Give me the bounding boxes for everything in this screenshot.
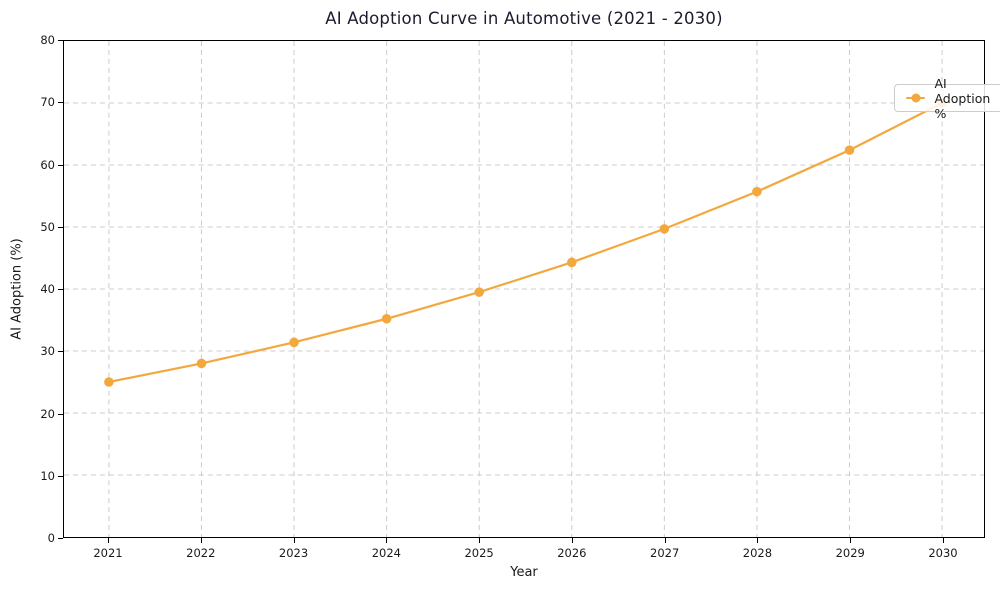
x-tick-mark <box>108 538 109 543</box>
x-tick-mark <box>386 538 388 543</box>
y-tick-mark <box>58 351 63 353</box>
y-tick-label: 30 <box>40 344 55 359</box>
line-marker-icon <box>906 93 926 103</box>
y-tick-label: 80 <box>40 33 55 47</box>
data-point-marker <box>474 287 484 297</box>
data-point-marker <box>566 257 577 268</box>
y-tick-label: 60 <box>40 157 55 172</box>
x-tick-mark <box>571 538 573 543</box>
x-tick-label: 2024 <box>371 546 401 560</box>
data-point-marker <box>659 224 670 234</box>
y-tick-label: 50 <box>40 219 55 234</box>
x-axis-label: Year <box>510 565 538 580</box>
legend: AI Adoption % <box>894 76 1000 121</box>
y-tick-mark <box>58 226 63 228</box>
plot-svg <box>64 41 984 537</box>
x-tick-label: 2030 <box>928 546 958 560</box>
x-tick-label: 2025 <box>464 546 494 560</box>
y-tick-label: 10 <box>40 468 55 483</box>
y-tick-label: 70 <box>40 95 55 110</box>
data-point-marker <box>289 337 299 348</box>
y-tick-mark <box>58 40 63 41</box>
y-tick-label: 40 <box>40 282 55 296</box>
x-tick-label: 2028 <box>742 546 773 560</box>
x-tick-mark <box>293 538 295 543</box>
plot-area: AI Adoption % <box>63 40 1000 538</box>
x-tick-label: 2023 <box>278 546 309 560</box>
line-series <box>108 102 943 384</box>
y-tick-mark <box>58 475 63 477</box>
y-tick-mark <box>58 538 63 539</box>
data-point-marker <box>104 377 114 387</box>
x-tick-mark <box>200 538 202 543</box>
y-tick-mark <box>58 164 63 166</box>
y-tick-mark <box>58 289 63 290</box>
x-tick-label: 2026 <box>557 546 587 560</box>
data-point-marker <box>752 186 762 197</box>
data-point-marker <box>196 358 207 369</box>
x-tick-mark <box>664 538 666 543</box>
x-tick-mark <box>850 538 852 543</box>
y-tick-label: 20 <box>40 406 55 421</box>
legend-label: AI Adoption % <box>934 75 991 121</box>
circle-marker-icon <box>911 93 921 103</box>
x-tick-label: 2027 <box>650 546 680 560</box>
x-tick-mark <box>479 538 481 543</box>
y-tick-mark <box>58 102 63 104</box>
x-tick-label: 2021 <box>93 546 123 560</box>
data-point-marker <box>381 313 392 324</box>
data-point-marker <box>844 145 855 155</box>
x-tick-label: 2022 <box>186 546 216 560</box>
chart-title: AI Adoption Curve in Automotive (2021 - … <box>325 9 723 28</box>
x-tick-label: 2029 <box>835 546 865 560</box>
x-tick-mark <box>943 538 944 543</box>
y-tick-label: 0 <box>47 531 55 545</box>
y-tick-mark <box>58 413 63 415</box>
x-tick-mark <box>757 538 759 543</box>
